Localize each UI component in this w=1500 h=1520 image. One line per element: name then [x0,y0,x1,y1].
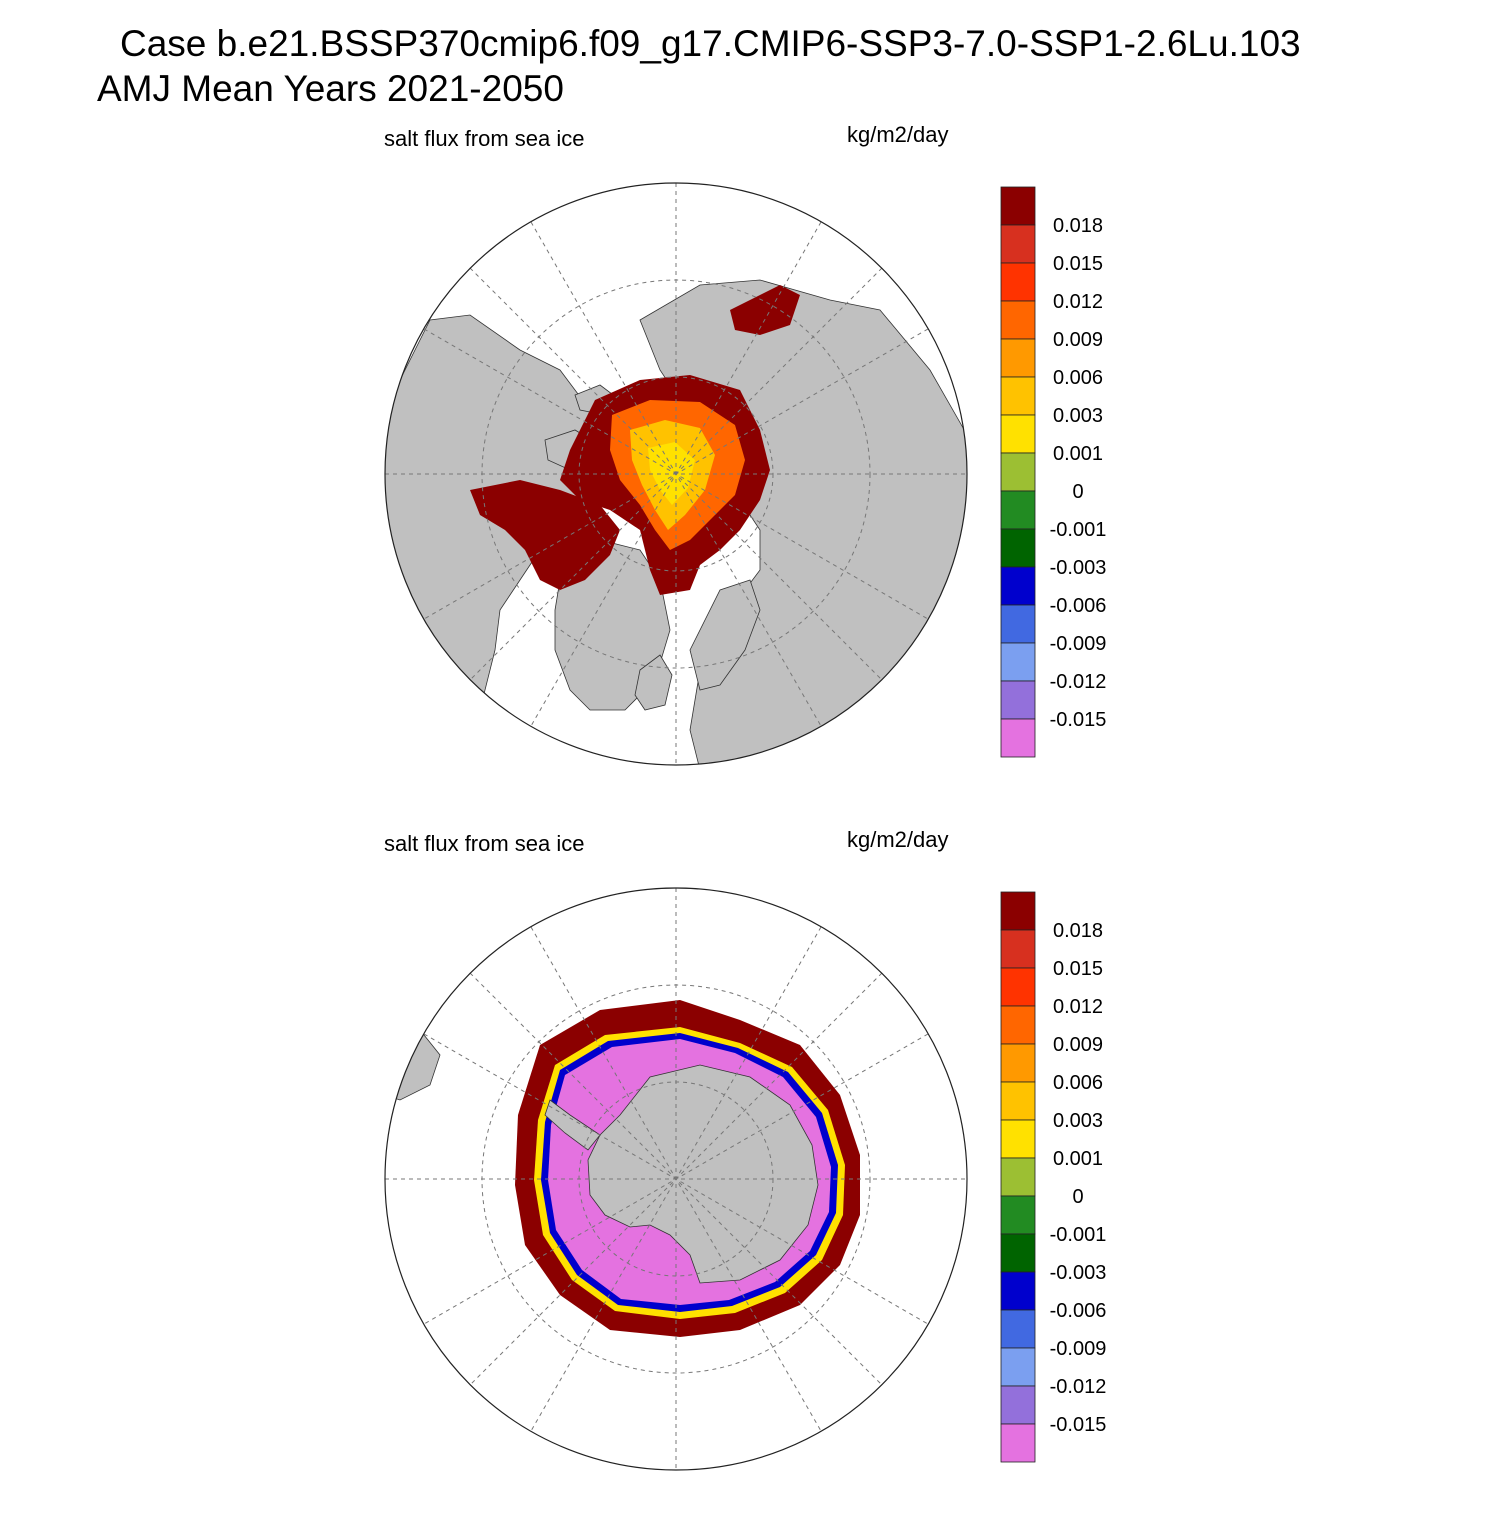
land-scandinavia [689,579,761,691]
colorbar: 0.018 0.015 0.012 0.009 0.006 0.003 0.001 0 -0.0… [1000,186,1107,758]
colorbar-box [1000,414,1036,454]
colorbar-box [1000,338,1036,378]
colorbar-box [1000,1385,1036,1425]
map-boundary [384,887,968,1471]
flux-band-baffin-hudson [470,480,620,590]
colorbar-tick-label: 0 [1072,481,1083,503]
colorbar-tick-label: 0.009 [1053,329,1103,351]
colorbar-tick-label: 0.006 [1053,1072,1103,1094]
case-title: Case b.e21.BSSP370cmip6.f09_g17.CMIP6-SS… [120,23,1301,64]
colorbar-box [1000,642,1036,682]
colorbar-box [1000,262,1036,302]
colorbar-tick-label: 0.012 [1053,996,1103,1018]
colorbar-box [1000,604,1036,644]
colorbar-box [1000,1005,1036,1045]
colorbar-tick-label: -0.015 [1050,1414,1107,1436]
flux-band-bering [730,285,800,335]
colorbar-tick-label: 0.018 [1053,215,1103,237]
colorbar-tick-label: -0.006 [1050,1300,1107,1322]
colorbar-tick-label: -0.006 [1050,595,1107,617]
colorbar-tick-label: -0.001 [1050,1224,1107,1246]
colorbar-box [1000,891,1036,931]
colorbar-tick-label: 0.015 [1053,958,1103,980]
colorbar-box [1000,1271,1036,1311]
colorbar-tick-label: 0.018 [1053,920,1103,942]
variable-label: salt flux from sea ice [384,126,585,151]
north-polar-map: 0.018 0.015 0.012 0.009 0.006 0.003 0.001 0 -0.0… [384,182,1107,766]
colorbar-tick-label: 0.006 [1053,367,1103,389]
colorbar-box [1000,1043,1036,1083]
colorbar-box [1000,186,1036,226]
land-british-isles [634,654,673,711]
land-antarctic-peninsula [544,1099,601,1151]
colorbar-tick-label: -0.012 [1050,671,1107,693]
colorbar-tick-label: 0.003 [1053,405,1103,427]
colorbar-tick-label: -0.009 [1050,1338,1107,1360]
north-hemisphere-panel: salt flux from sea ice kg/m2/day [0,110,1500,815]
graticule [385,888,967,1470]
colorbar-tick-label: 0.015 [1053,253,1103,275]
land-antarctica [587,1064,819,1284]
colorbar-box [1000,1309,1036,1349]
colorbar-box [1000,1233,1036,1273]
south-hemisphere-panel: salt flux from sea ice kg/m2/day [0,815,1500,1520]
colorbar-box [1000,1347,1036,1387]
colorbar-tick-label: 0.009 [1053,1034,1103,1056]
colorbar-tick-label: 0.001 [1053,443,1103,465]
colorbar-tick-label: -0.001 [1050,519,1107,541]
colorbar: 0.018 0.015 0.012 0.009 0.006 0.003 0.001 0 -0.0… [1000,891,1107,1463]
colorbar-box [1000,1119,1036,1159]
colorbar-tick-label: 0.003 [1053,1110,1103,1132]
map-boundary [384,182,968,766]
colorbar-box [1000,452,1036,492]
colorbar-tick-label: -0.012 [1050,1376,1107,1398]
colorbar-tick-label: 0 [1072,1186,1083,1208]
colorbar-box [1000,680,1036,720]
colorbar-tick-label: 0.012 [1053,291,1103,313]
colorbar-box [1000,929,1036,969]
colorbar-tick-label: -0.015 [1050,709,1107,731]
season-period-title: AMJ Mean Years 2021-2050 [97,68,564,109]
colorbar-box [1000,300,1036,340]
colorbar-box [1000,528,1036,568]
colorbar-tick-label: -0.003 [1050,1262,1107,1284]
colorbar-box [1000,1195,1036,1235]
colorbar-box [1000,1423,1036,1463]
colorbar-box [1000,1157,1036,1197]
units-label: kg/m2/day [847,827,949,852]
flux-band-0.001 [648,442,695,505]
colorbar-tick-label: -0.009 [1050,633,1107,655]
south-polar-map: 0.018 0.015 0.012 0.009 0.006 0.003 0.001 0 -0.0… [384,887,1107,1471]
colorbar-box [1000,718,1036,758]
units-label: kg/m2/day [847,122,949,147]
variable-label: salt flux from sea ice [384,831,585,856]
graticule [385,183,967,765]
colorbar-box [1000,224,1036,264]
colorbar-box [1000,566,1036,606]
colorbar-box [1000,1081,1036,1121]
colorbar-box [1000,376,1036,416]
colorbar-tick-label: 0.001 [1053,1148,1103,1170]
colorbar-box [1000,490,1036,530]
colorbar-box [1000,967,1036,1007]
colorbar-tick-label: -0.003 [1050,557,1107,579]
